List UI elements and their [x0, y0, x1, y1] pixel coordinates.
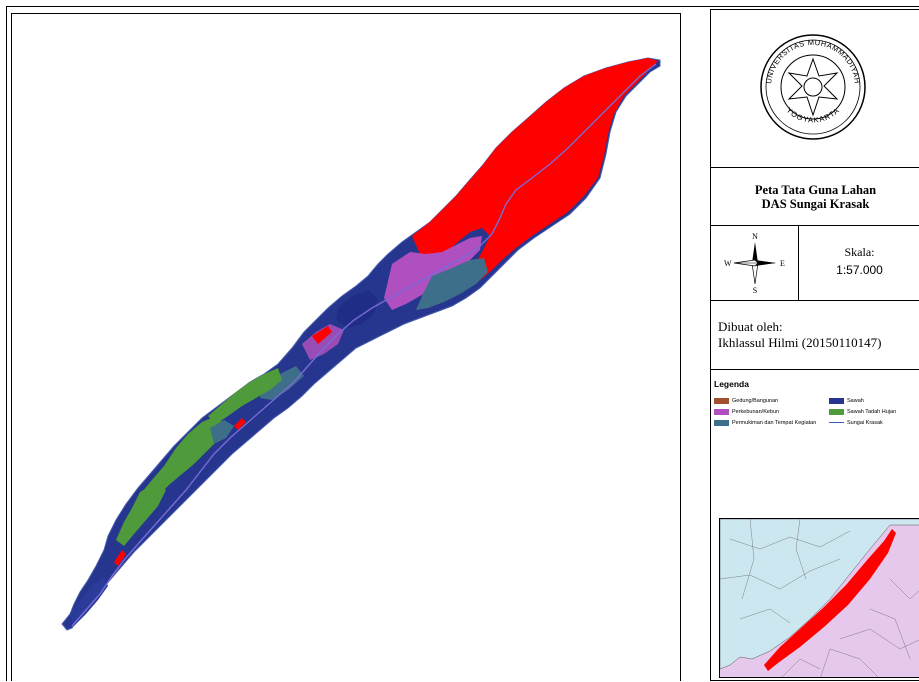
- compass-scale-section: N S E W Skala: 1:57.000: [711, 226, 919, 301]
- logo-section: UNIVERSITAS MUHAMMADIYAH YOGYAKARTA: [711, 10, 919, 168]
- legend-label-permukiman: Permukiman dan Tempat Kegiatan: [732, 420, 817, 426]
- compass-west: W: [724, 259, 732, 268]
- map-title-line-1: Peta Tata Guna Lahan: [754, 182, 877, 197]
- legend-swatch-gedung: [714, 397, 729, 404]
- legend-item-permukiman: Permukiman dan Tempat Kegiatan: [714, 419, 816, 427]
- inset-north-region: [720, 519, 919, 670]
- compass-east: E: [780, 259, 785, 268]
- red-landuse-area: [412, 58, 658, 280]
- compass-rose-icon: N S E W: [724, 232, 785, 295]
- university-logo-icon: UNIVERSITAS MUHAMMADIYAH YOGYAKARTA: [760, 34, 866, 140]
- sawah-tadah-hujan-2: [142, 416, 226, 502]
- map-title-line-2: DAS Sungai Krasak: [761, 196, 870, 211]
- legend-label-perkebunan: Perkebunan/Kebun: [732, 409, 780, 415]
- legend-label-sawah: Sawah: [847, 398, 864, 404]
- red-patch-low: [114, 550, 126, 566]
- legend-line-sungai: [829, 422, 844, 424]
- sawah-tadah-hujan-3: [116, 484, 166, 546]
- legend-item-sawah: Sawah: [829, 397, 864, 405]
- legend-item-sawah-tadah-hujan: Sawah Tadah Hujan: [829, 408, 896, 416]
- legend-item-sungai: Sungai Krasak: [829, 419, 883, 427]
- legend-swatch-sawah: [829, 397, 844, 404]
- logo-text-top: UNIVERSITAS MUHAMMADIYAH: [764, 38, 861, 84]
- sungai-krasak-river: [71, 63, 657, 627]
- compass-rose-cell: N S E W: [711, 226, 799, 300]
- scale-value: 1:57.000: [836, 263, 883, 277]
- legend-swatch-sawah-tadah-hujan: [829, 408, 844, 415]
- map-title-section: Peta Tata Guna Lahan DAS Sungai Krasak: [711, 168, 919, 226]
- page-border: [6, 6, 919, 681]
- author-section: Dibuat oleh: Ikhlassul Hilmi (2015011014…: [711, 301, 919, 370]
- red-patch-low-2: [234, 418, 246, 430]
- svg-text:UNIVERSITAS MUHAMMADIYAH: UNIVERSITAS MUHAMMADIYAH: [764, 38, 862, 84]
- map-side-panel: UNIVERSITAS MUHAMMADIYAH YOGYAKARTA Peta…: [710, 9, 919, 681]
- permukiman-patch-1: [416, 258, 488, 310]
- main-map[interactable]: [11, 13, 681, 681]
- legend-title: Legenda: [714, 379, 749, 389]
- scale-cell: Skala: 1:57.000: [799, 226, 919, 300]
- watershed-map-svg: [61, 57, 661, 631]
- perkebunan-patch-1: [384, 236, 482, 310]
- sawah-lower-tip: [70, 576, 108, 626]
- sawah-tadah-hujan-1: [208, 368, 282, 424]
- legend-item-perkebunan: Perkebunan/Kebun: [714, 408, 779, 416]
- scale-label: Skala:: [844, 245, 875, 259]
- red-patch-mid: [312, 326, 332, 344]
- inset-watershed: [764, 529, 896, 671]
- legend-swatch-perkebunan: [714, 408, 729, 415]
- author-label: Dibuat oleh:: [718, 319, 783, 334]
- legend-label-gedung: Gedung/Bangunan: [732, 398, 779, 404]
- perkebunan-patch-2: [302, 324, 344, 360]
- legend-label-sawah-tadah-hujan: Sawah Tadah Hujan: [847, 409, 897, 415]
- legend-section: Legenda Gedung/Bangunan Perkebunan/Kebun…: [711, 370, 919, 682]
- sawah-patch-1: [336, 290, 378, 328]
- compass-north: N: [752, 232, 758, 241]
- permukiman-patch-3: [210, 420, 234, 444]
- legend-item-gedung: Gedung/Bangunan: [714, 397, 778, 405]
- permukiman-patch-2: [260, 366, 304, 400]
- legend-label-sungai: Sungai Krasak: [847, 420, 883, 426]
- compass-south: S: [753, 286, 757, 295]
- author-name: Ikhlassul Hilmi (20150110147): [718, 335, 882, 350]
- inset-district-lines: [720, 519, 919, 677]
- inset-locator-map[interactable]: [719, 518, 919, 678]
- inset-map-svg: [720, 519, 919, 677]
- legend-swatch-permukiman: [714, 419, 729, 426]
